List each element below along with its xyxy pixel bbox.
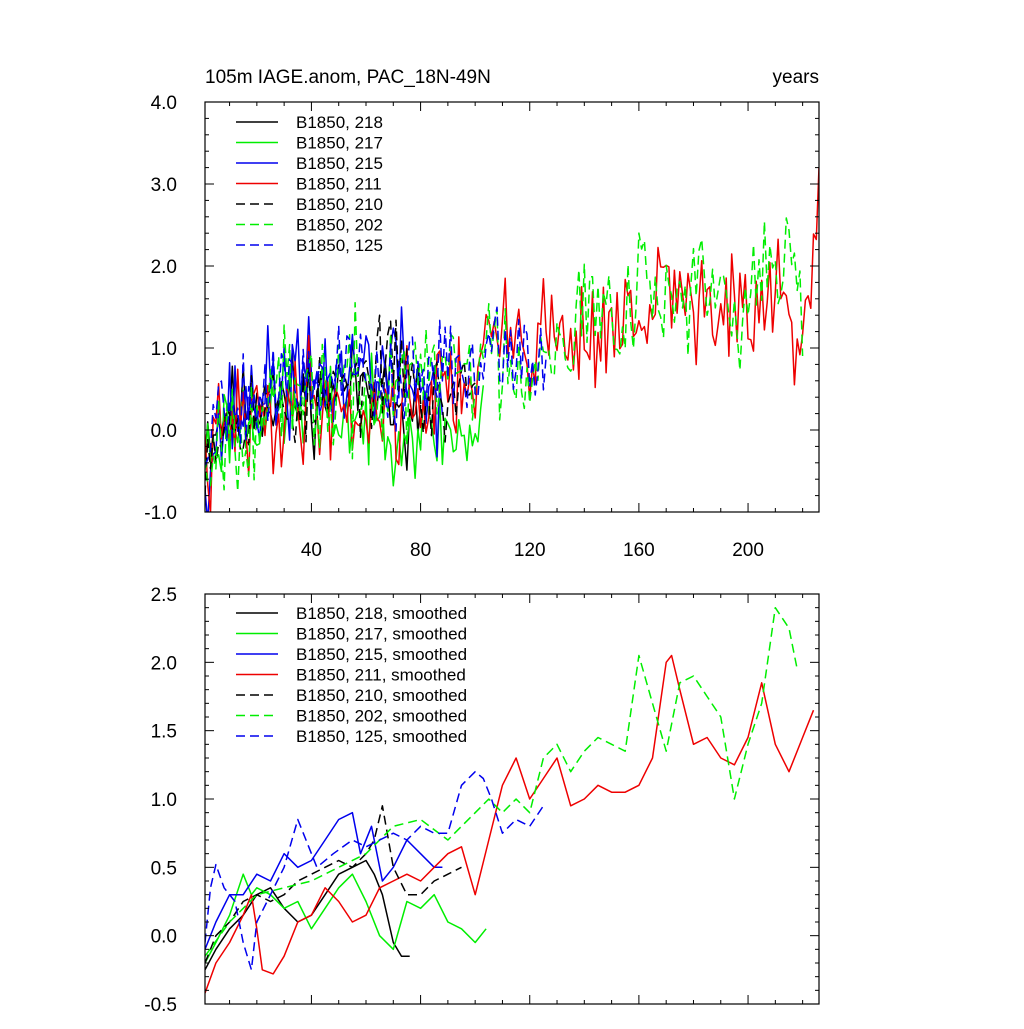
legend-label: B1850, 210, smoothed — [296, 686, 467, 705]
x-tick-label: 160 — [623, 540, 655, 561]
legend-label: B1850, 125 — [296, 236, 383, 255]
x-tick-label: 40 — [301, 540, 322, 561]
y-tick-label: 0.0 — [151, 421, 177, 442]
series-line-raw-6 — [205, 306, 547, 466]
legend-label: B1850, 217, smoothed — [296, 625, 467, 644]
series-line-smoothed-0 — [205, 859, 410, 971]
y-tick-label: 2.0 — [151, 653, 177, 674]
x-tick-label: 120 — [514, 540, 546, 561]
y-tick-label: 4.0 — [151, 93, 177, 114]
x-tick-label: 200 — [732, 540, 764, 561]
series-line-smoothed-2 — [205, 811, 443, 950]
legend-label: B1850, 202 — [296, 216, 383, 235]
y-tick-label: 1.0 — [151, 339, 177, 360]
y-tick-label: 1.0 — [151, 790, 177, 811]
y-tick-label: 2.5 — [151, 585, 177, 606]
chart-panel-top: 105m IAGE.anom, PAC_18N-49N years -1.0 0.… — [144, 67, 820, 561]
legend-label: B1850, 215, smoothed — [296, 645, 467, 664]
y-tick-label: 1.5 — [151, 722, 177, 743]
legend-label: B1850, 217 — [296, 134, 383, 153]
chart-panel-bottom: -0.5 0.0 0.5 1.0 1.5 2.0 2.5 B1850, 218, smoot… — [144, 585, 820, 1016]
chart-title: 105m IAGE.anom, PAC_18N-49N — [205, 67, 491, 88]
y-tick-label: -1.0 — [144, 503, 177, 524]
series-line-smoothed-6 — [205, 770, 545, 971]
legend-label: B1850, 218, smoothed — [296, 604, 467, 623]
legend-label: B1850, 125, smoothed — [296, 727, 467, 746]
y-tick-label: 3.0 — [151, 175, 177, 196]
legend-label: B1850, 218 — [296, 113, 383, 132]
y-tick-label: 0.0 — [151, 927, 177, 948]
legend-label: B1850, 211, smoothed — [296, 666, 466, 685]
chart-legend-smoothed: B1850, 218, smoothed B1850, 217, smoothed… — [236, 604, 467, 746]
legend-label: B1850, 215 — [296, 154, 383, 173]
y-tick-label: -0.5 — [144, 995, 177, 1016]
series-line-smoothed-4 — [205, 805, 462, 964]
legend-label: B1850, 211 — [296, 175, 382, 194]
series-line-smoothed-5 — [205, 606, 798, 957]
plot-frame — [204, 101, 820, 513]
legend-label: B1850, 202, smoothed — [296, 707, 467, 726]
series-line-raw-4 — [205, 314, 476, 495]
series-line-smoothed-1 — [205, 873, 487, 964]
y-tick-label: 2.0 — [151, 257, 177, 278]
series-line-smoothed-3 — [205, 654, 815, 994]
x-tick-label: 80 — [410, 540, 431, 561]
chart-right-title: years — [773, 67, 819, 88]
y-tick-label: 0.5 — [151, 858, 177, 879]
legend-label: B1850, 210 — [296, 195, 383, 214]
